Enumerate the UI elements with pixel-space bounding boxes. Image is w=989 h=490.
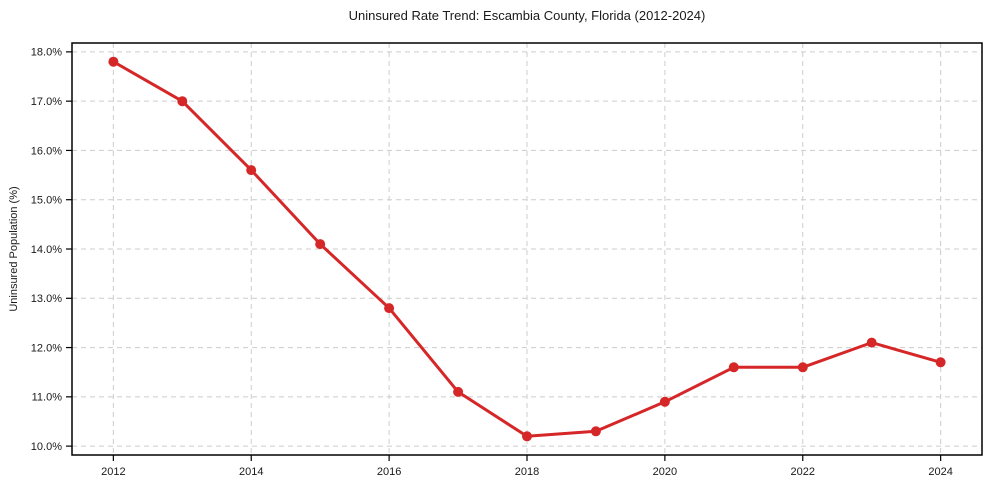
data-point-marker — [384, 303, 395, 314]
data-point-marker — [728, 362, 739, 373]
y-tick-label: 12.0% — [31, 342, 62, 354]
y-tick-label: 10.0% — [31, 441, 62, 453]
data-point-marker — [797, 362, 808, 373]
y-tick-label: 18.0% — [31, 47, 62, 59]
data-point-marker — [935, 357, 946, 368]
x-tick-label: 2012 — [101, 466, 125, 478]
data-point-marker — [590, 426, 601, 437]
data-point-marker — [108, 56, 119, 67]
x-tick-label: 2018 — [515, 466, 539, 478]
data-point-marker — [246, 165, 257, 176]
y-tick-label: 13.0% — [31, 293, 62, 305]
y-tick-label: 14.0% — [31, 244, 62, 256]
y-tick-label: 11.0% — [32, 392, 63, 404]
x-tick-label: 2016 — [377, 466, 401, 478]
y-tick-label: 17.0% — [31, 96, 62, 108]
data-point-marker — [522, 431, 532, 442]
y-tick-label: 15.0% — [31, 195, 62, 207]
chart-title: Uninsured Rate Trend: Escambia County, F… — [348, 8, 706, 23]
data-point-marker — [659, 396, 670, 407]
x-tick-label: 2020 — [653, 466, 677, 478]
x-tick-label: 2024 — [928, 466, 952, 478]
data-point-marker — [453, 386, 464, 397]
x-tick-label: 2022 — [791, 466, 815, 478]
data-point-marker — [177, 96, 188, 107]
data-point-marker — [315, 239, 326, 250]
data-point-marker — [866, 337, 877, 348]
x-tick-label: 2014 — [239, 466, 263, 478]
y-tick-label: 16.0% — [31, 145, 62, 157]
